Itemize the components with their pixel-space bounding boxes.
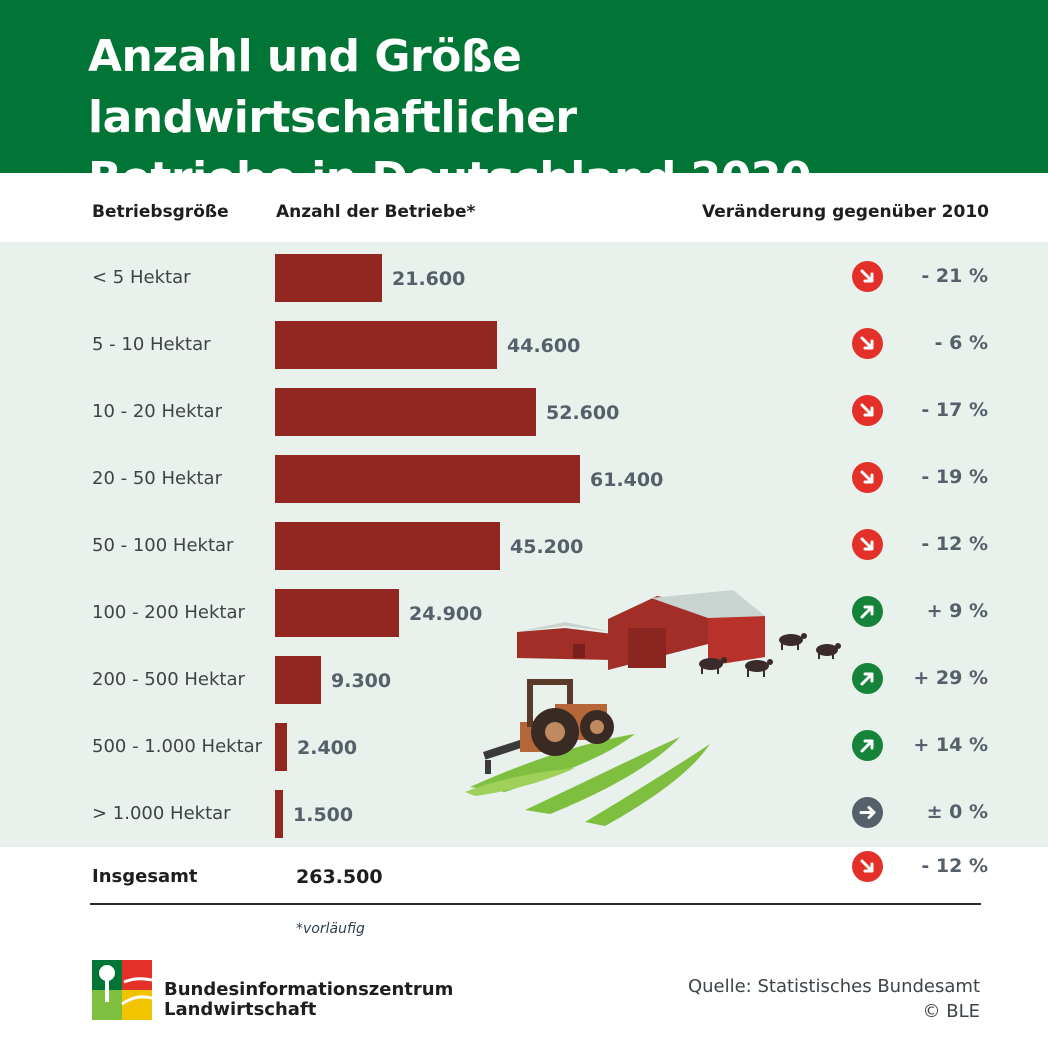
arrow-down-icon <box>852 261 883 292</box>
arrow-down-icon <box>852 462 883 493</box>
arrow-right-icon <box>852 797 883 828</box>
bar-value-label: 52.600 <box>546 402 620 424</box>
farm-illustration <box>465 590 841 826</box>
category-label: 20 - 50 Hektar <box>92 468 222 489</box>
footnote: *vorläufig <box>296 921 365 937</box>
source-line-2: © BLE <box>922 1001 980 1022</box>
change-item: - 21 % <box>828 261 988 293</box>
title-line-1: Anzahl und Größe landwirtschaftlicher <box>88 31 577 143</box>
category-label: 50 - 100 Hektar <box>92 535 234 556</box>
change-value: ± 0 % <box>926 801 988 823</box>
org-line-1: Bundesinformationszentrum <box>164 979 454 1000</box>
category-label: 200 - 500 Hektar <box>92 669 245 690</box>
change-value: - 19 % <box>921 466 988 488</box>
bar <box>275 388 536 436</box>
category-label: > 1.000 Hektar <box>92 803 231 824</box>
bar <box>275 321 497 369</box>
bar <box>275 455 580 503</box>
category-label: < 5 Hektar <box>92 267 191 288</box>
source-line-1: Quelle: Statistisches Bundesamt <box>687 976 980 997</box>
category-label: 100 - 200 Hektar <box>92 602 245 623</box>
bar-value-label: 44.600 <box>507 335 581 357</box>
chart-title: Anzahl und Größe landwirtschaftlicher Be… <box>88 26 988 209</box>
change-item: ± 0 % <box>828 797 988 829</box>
bar <box>275 254 382 302</box>
change-value: - 12 % <box>921 533 988 555</box>
bar-value-label: 21.600 <box>392 268 466 290</box>
bar-value-label: 61.400 <box>590 469 664 491</box>
arrow-down-icon <box>852 395 883 426</box>
change-item: - 6 % <box>828 328 988 360</box>
change-value: - 17 % <box>921 399 988 421</box>
bar <box>275 723 287 771</box>
change-value: + 29 % <box>913 667 988 689</box>
change-value: - 21 % <box>921 265 988 287</box>
bar <box>275 522 500 570</box>
bar-value-label: 45.200 <box>510 536 584 558</box>
column-header-size: Betriebsgröße <box>92 202 229 222</box>
change-item: - 19 % <box>828 462 988 494</box>
bar-value-label: 2.400 <box>297 737 358 759</box>
change-item: + 29 % <box>828 663 988 695</box>
arrow-down-icon <box>852 328 883 359</box>
category-label: 10 - 20 Hektar <box>92 401 222 422</box>
org-line-2: Landwirtschaft <box>164 999 317 1020</box>
ble-logo-icon <box>92 960 152 1020</box>
change-item: - 17 % <box>828 395 988 427</box>
column-header-count: Anzahl der Betriebe* <box>276 202 476 222</box>
arrow-up-icon <box>852 663 883 694</box>
change-item: + 9 % <box>828 596 988 628</box>
change-item: + 14 % <box>828 730 988 762</box>
header-banner: Anzahl und Größe landwirtschaftlicher Be… <box>0 0 1048 204</box>
bar <box>275 656 321 704</box>
change-item: - 12 % <box>828 529 988 561</box>
arrow-up-icon <box>852 730 883 761</box>
change-value: + 14 % <box>913 734 988 756</box>
source-credit: Quelle: Statistisches Bundesamt © BLE <box>688 974 980 1024</box>
column-header-change: Veränderung gegenüber 2010 <box>701 202 989 222</box>
total-change-value: - 12 % <box>921 855 988 877</box>
change-value: - 6 % <box>934 332 988 354</box>
organization-name: Bundesinformationszentrum Landwirtschaft <box>164 980 453 1020</box>
bar-value-label: 9.300 <box>331 670 392 692</box>
total-value: 263.500 <box>296 866 383 888</box>
arrow-up-icon <box>852 596 883 627</box>
category-label: 5 - 10 Hektar <box>92 334 211 355</box>
change-value: + 9 % <box>926 600 988 622</box>
bar <box>275 790 283 838</box>
category-label: 500 - 1.000 Hektar <box>92 736 263 757</box>
title-line-2: Betriebe in Deutschland 2020 <box>88 153 812 204</box>
bar-value-label: 1.500 <box>293 804 354 826</box>
bar-value-label: 24.900 <box>409 603 483 625</box>
bar <box>275 589 399 637</box>
divider-line <box>90 903 981 905</box>
arrow-down-icon <box>852 529 883 560</box>
total-label: Insgesamt <box>92 866 198 887</box>
arrow-down-icon <box>852 851 883 882</box>
total-change: - 12 % <box>828 851 988 883</box>
